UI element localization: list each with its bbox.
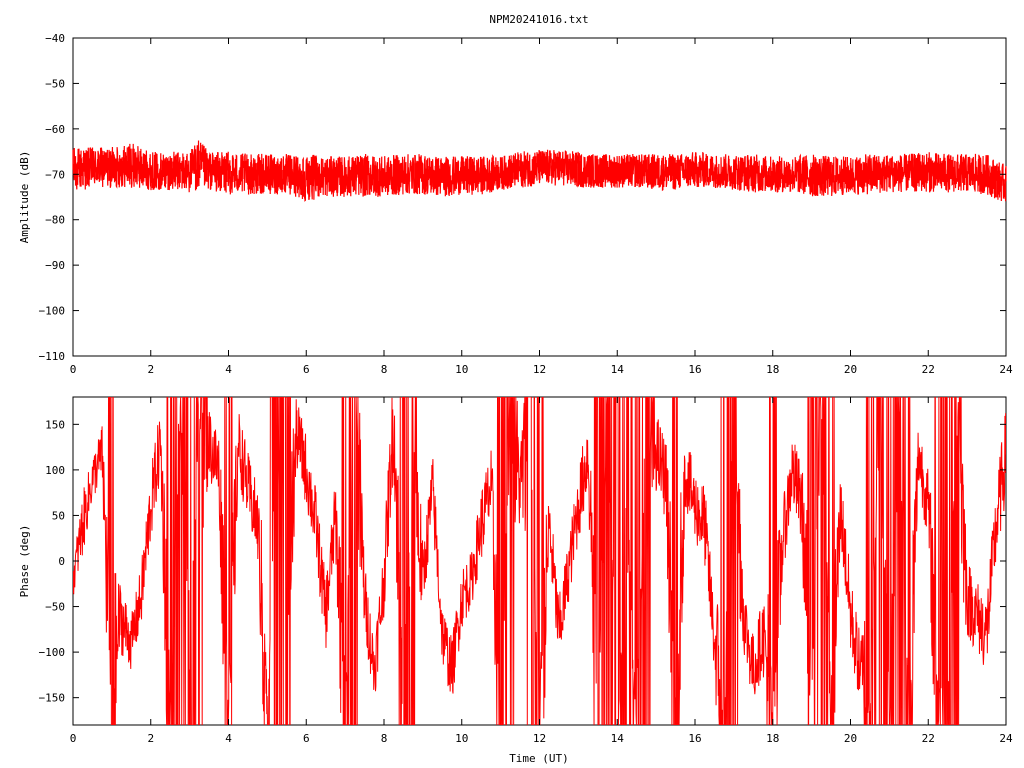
y-tick-label: −100 <box>39 305 66 318</box>
x-tick-label: 18 <box>766 732 779 745</box>
x-tick-label: 6 <box>303 732 310 745</box>
phase-axes: 0 2 4 6 8 10 12 14 16 18 20 22 24150100500−50−100−15… <box>39 397 1013 745</box>
amplitude-y-axis-label: Amplitude (dB) <box>18 151 31 244</box>
x-tick-label: 20 <box>844 363 857 376</box>
y-tick-label: −60 <box>45 123 65 136</box>
amplitude-series <box>72 140 1007 202</box>
x-tick-label: 12 <box>533 363 546 376</box>
amplitude-line <box>72 140 1007 202</box>
x-tick-label: 22 <box>922 363 935 376</box>
x-tick-label: 16 <box>688 732 701 745</box>
y-tick-label: 150 <box>45 418 65 431</box>
y-tick-label: −40 <box>45 32 65 45</box>
phase-panel: 0 2 4 6 8 10 12 14 16 18 20 22 24150100500−50−100−15… <box>18 396 1013 765</box>
x-tick-label: 8 <box>381 732 388 745</box>
phase-series <box>73 397 1006 725</box>
y-tick-label: −150 <box>39 692 66 705</box>
x-tick-label: 24 <box>999 732 1013 745</box>
x-tick-label: 2 <box>147 732 154 745</box>
y-tick-label: 50 <box>52 509 65 522</box>
amplitude-panel: 0 2 4 6 8 10 12 14 16 18 20 22 24−40−50−60−70−80−90−… <box>18 32 1013 376</box>
x-tick-label: 20 <box>844 732 857 745</box>
x-tick-label: 6 <box>303 363 310 376</box>
x-tick-label: 4 <box>225 363 232 376</box>
y-tick-label: −70 <box>45 168 65 181</box>
y-tick-label: −50 <box>45 601 65 614</box>
y-tick-label: 0 <box>58 555 65 568</box>
x-tick-label: 10 <box>455 363 468 376</box>
x-tick-label: 8 <box>381 363 388 376</box>
x-tick-label: 10 <box>455 732 468 745</box>
phase-y-axis-label: Phase (deg) <box>18 525 31 598</box>
amplitude-plot-frame <box>72 37 1007 357</box>
phase-line <box>73 397 1006 725</box>
chart-title: NPM20241016.txt <box>489 13 588 26</box>
x-tick-label: 12 <box>533 732 546 745</box>
x-tick-label: 18 <box>766 363 779 376</box>
amplitude-axes: 0 2 4 6 8 10 12 14 16 18 20 22 24−40−50−60−70−80−90−… <box>39 32 1013 376</box>
x-tick-label: 24 <box>999 363 1013 376</box>
y-tick-label: −110 <box>39 350 66 363</box>
y-tick-label: −100 <box>39 646 66 659</box>
y-tick-label: 100 <box>45 464 65 477</box>
y-tick-label: −80 <box>45 214 65 227</box>
x-tick-label: 2 <box>147 363 154 376</box>
x-tick-label: 16 <box>688 363 701 376</box>
x-tick-label: 14 <box>611 363 625 376</box>
phase-x-axis-label: Time (UT) <box>509 752 569 765</box>
y-tick-label: −90 <box>45 259 65 272</box>
x-tick-label: 0 <box>70 363 77 376</box>
x-tick-label: 22 <box>922 732 935 745</box>
x-tick-label: 0 <box>70 732 77 745</box>
x-tick-label: 14 <box>611 732 625 745</box>
y-tick-label: −50 <box>45 77 65 90</box>
x-tick-label: 4 <box>225 732 232 745</box>
